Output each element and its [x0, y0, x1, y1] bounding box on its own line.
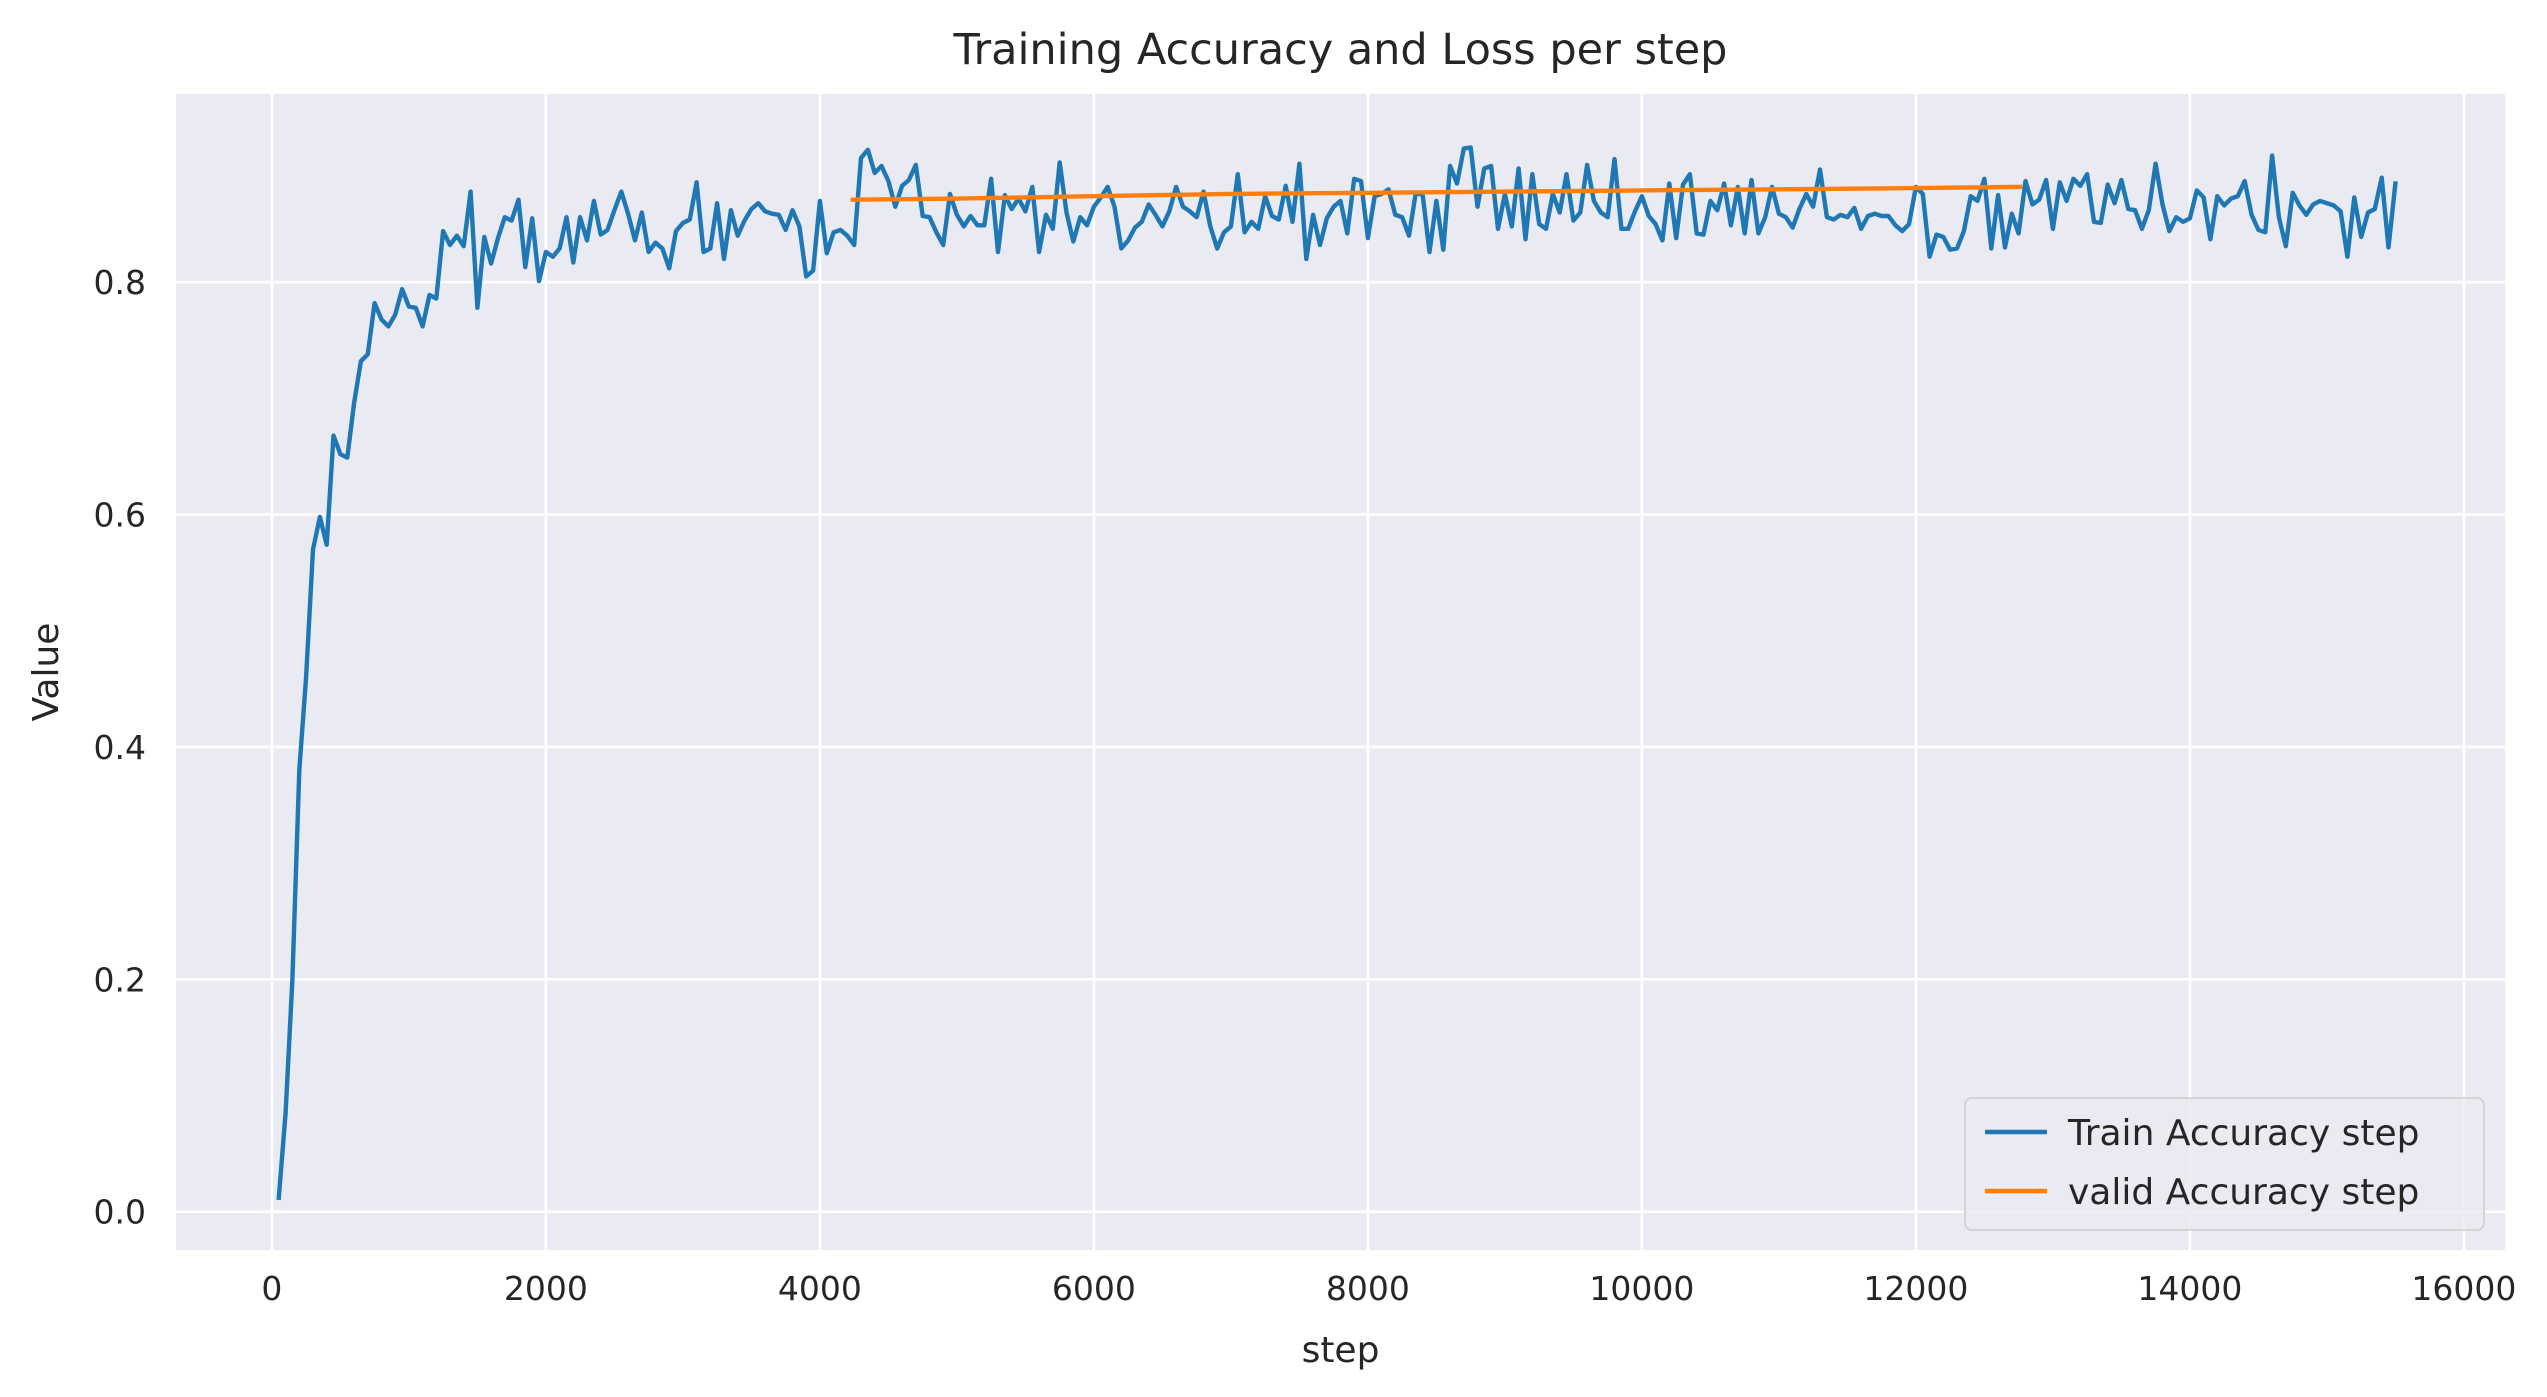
x-tick-label: 0 [261, 1269, 282, 1308]
series-layer [276, 145, 2398, 1201]
x-tick-label: 10000 [1589, 1269, 1694, 1308]
y-tick-label: 0.2 [94, 960, 146, 999]
x-axis-title: step [1302, 1330, 1380, 1371]
x-tick-label: 6000 [1052, 1269, 1136, 1308]
legend-label-0: Train Accuracy step [2067, 1113, 2420, 1154]
x-tick-label: 8000 [1326, 1269, 1410, 1308]
y-tick-label: 0.6 [94, 496, 146, 535]
chart-title: Training Accuracy and Loss per step [953, 25, 1728, 75]
y-tick-label: 0.4 [94, 728, 146, 767]
y-axis-title: Value [26, 623, 67, 722]
tick-labels: 0 2000 4000 6000 8000 10000 12000 14000 16000 0.0… [94, 263, 2517, 1308]
y-tick-label: 0.8 [94, 263, 146, 302]
legend-label-1: valid Accuracy step [2068, 1172, 2419, 1213]
legend-box [1964, 1097, 2485, 1231]
x-tick-label: 12000 [1863, 1269, 1968, 1308]
x-tick-label: 14000 [2137, 1269, 2242, 1308]
series-line-0 [276, 145, 2398, 1201]
x-tick-label: 4000 [778, 1269, 862, 1308]
y-tick-label: 0.0 [94, 1193, 146, 1232]
series-line-1 [850, 184, 2023, 202]
plot-area [176, 94, 2505, 1250]
x-tick-label: 16000 [2411, 1269, 2516, 1308]
legend: Train Accuracy step valid Accuracy step [1964, 1097, 2485, 1231]
x-tick-label: 2000 [504, 1269, 588, 1308]
grid [176, 94, 2505, 1250]
